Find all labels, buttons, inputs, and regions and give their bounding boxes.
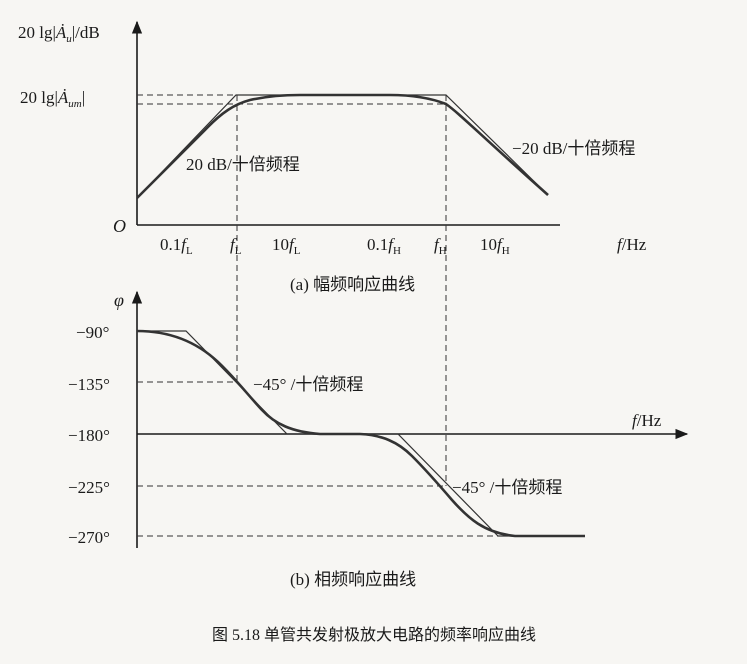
ytick-minus180: −180° (68, 426, 110, 445)
phase-slope-label-2: −45° /十倍频程 (452, 478, 562, 497)
phase-plot: φ f/Hz −90° −135° −180° −225° −270° −45°… (68, 290, 689, 589)
midband-gain-label: 20 lg|Ȧum| (20, 88, 85, 110)
phase-curve (136, 329, 585, 538)
figure-caption: 图 5.18 单管共发射极放大电路的频率响应曲线 (212, 625, 536, 644)
amplitude-y-axis-label: 20 lg|Ȧu|/dB (18, 23, 100, 45)
tick-10fH: 10fH (480, 235, 510, 257)
tick-fL: fL (230, 235, 242, 257)
rise-slope-label: 20 dB/十倍频程 (186, 155, 300, 174)
origin-label: O (113, 216, 126, 236)
ytick-minus225: −225° (68, 478, 110, 497)
phase-y-axis-label: φ (114, 290, 124, 310)
phase-slope-label-1: −45° /十倍频程 (253, 375, 363, 394)
amplitude-plot: 20 lg|Ȧu|/dB 20 lg|Ȧum| O 0.1fL fL 10f… (18, 20, 647, 294)
phase-x-axis-label: f/Hz (632, 411, 662, 430)
amplitude-curve (136, 93, 549, 199)
fall-slope-label: −20 dB/十倍频程 (512, 139, 635, 158)
ytick-minus90: −90° (76, 323, 109, 342)
tick-10fL: 10fL (272, 235, 301, 257)
tick-fH: fH (434, 235, 447, 257)
ytick-minus135: −135° (68, 375, 110, 394)
amplitude-asymptote (136, 94, 549, 199)
amplitude-x-axis-label: f/Hz (617, 235, 647, 254)
tick-0.1fL: 0.1fL (160, 235, 193, 257)
phase-caption: (b) 相频响应曲线 (290, 570, 416, 589)
ytick-minus270: −270° (68, 528, 110, 547)
amplitude-caption: (a) 幅频响应曲线 (290, 275, 415, 294)
tick-0.1fH: 0.1fH (367, 235, 401, 257)
